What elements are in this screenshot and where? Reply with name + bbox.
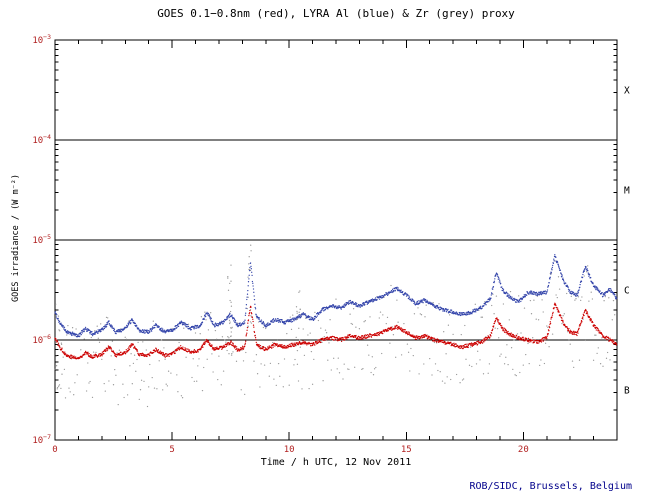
svg-text:5: 5	[169, 445, 174, 455]
svg-text:15: 15	[401, 445, 412, 455]
svg-text:10−6: 10−6	[32, 333, 51, 346]
svg-text:10−4: 10−4	[32, 133, 51, 146]
svg-text:0: 0	[52, 445, 57, 455]
svg-text:20: 20	[518, 445, 529, 455]
svg-text:10−3: 10−3	[32, 33, 51, 46]
svg-text:C: C	[624, 286, 630, 297]
svg-text:10−7: 10−7	[32, 433, 51, 446]
svg-text:10: 10	[284, 445, 295, 455]
chart-title: GOES 0.1−0.8nm (red), LYRA Al (blue) & Z…	[157, 7, 515, 20]
svg-text:X: X	[624, 86, 630, 97]
svg-text:M: M	[624, 186, 630, 197]
svg-text:10−5: 10−5	[32, 233, 51, 246]
svg-text:B: B	[624, 386, 630, 397]
x-axis-label: Time / h UTC, 12 Nov 2011	[260, 457, 412, 468]
credit-footer: ROB/SIDC, Brussels, Belgium	[469, 481, 632, 492]
